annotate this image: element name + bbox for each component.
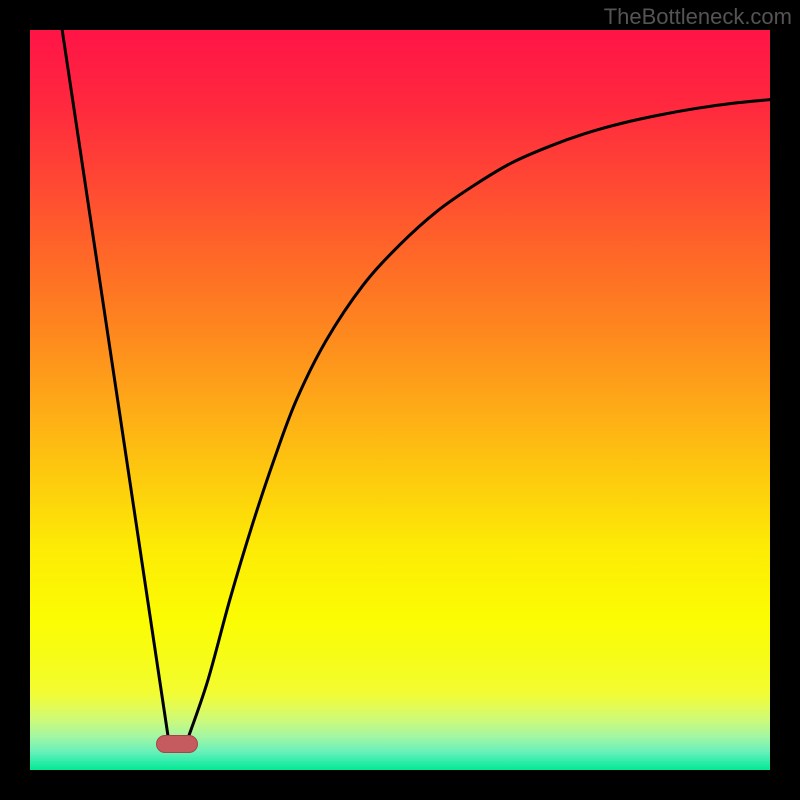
- bottleneck-curve: [30, 30, 770, 770]
- plot-area: [30, 30, 770, 770]
- minimum-marker: [156, 735, 198, 753]
- chart-container: { "watermark": { "text": "TheBottleneck.…: [0, 0, 800, 800]
- watermark-text: TheBottleneck.com: [604, 4, 792, 30]
